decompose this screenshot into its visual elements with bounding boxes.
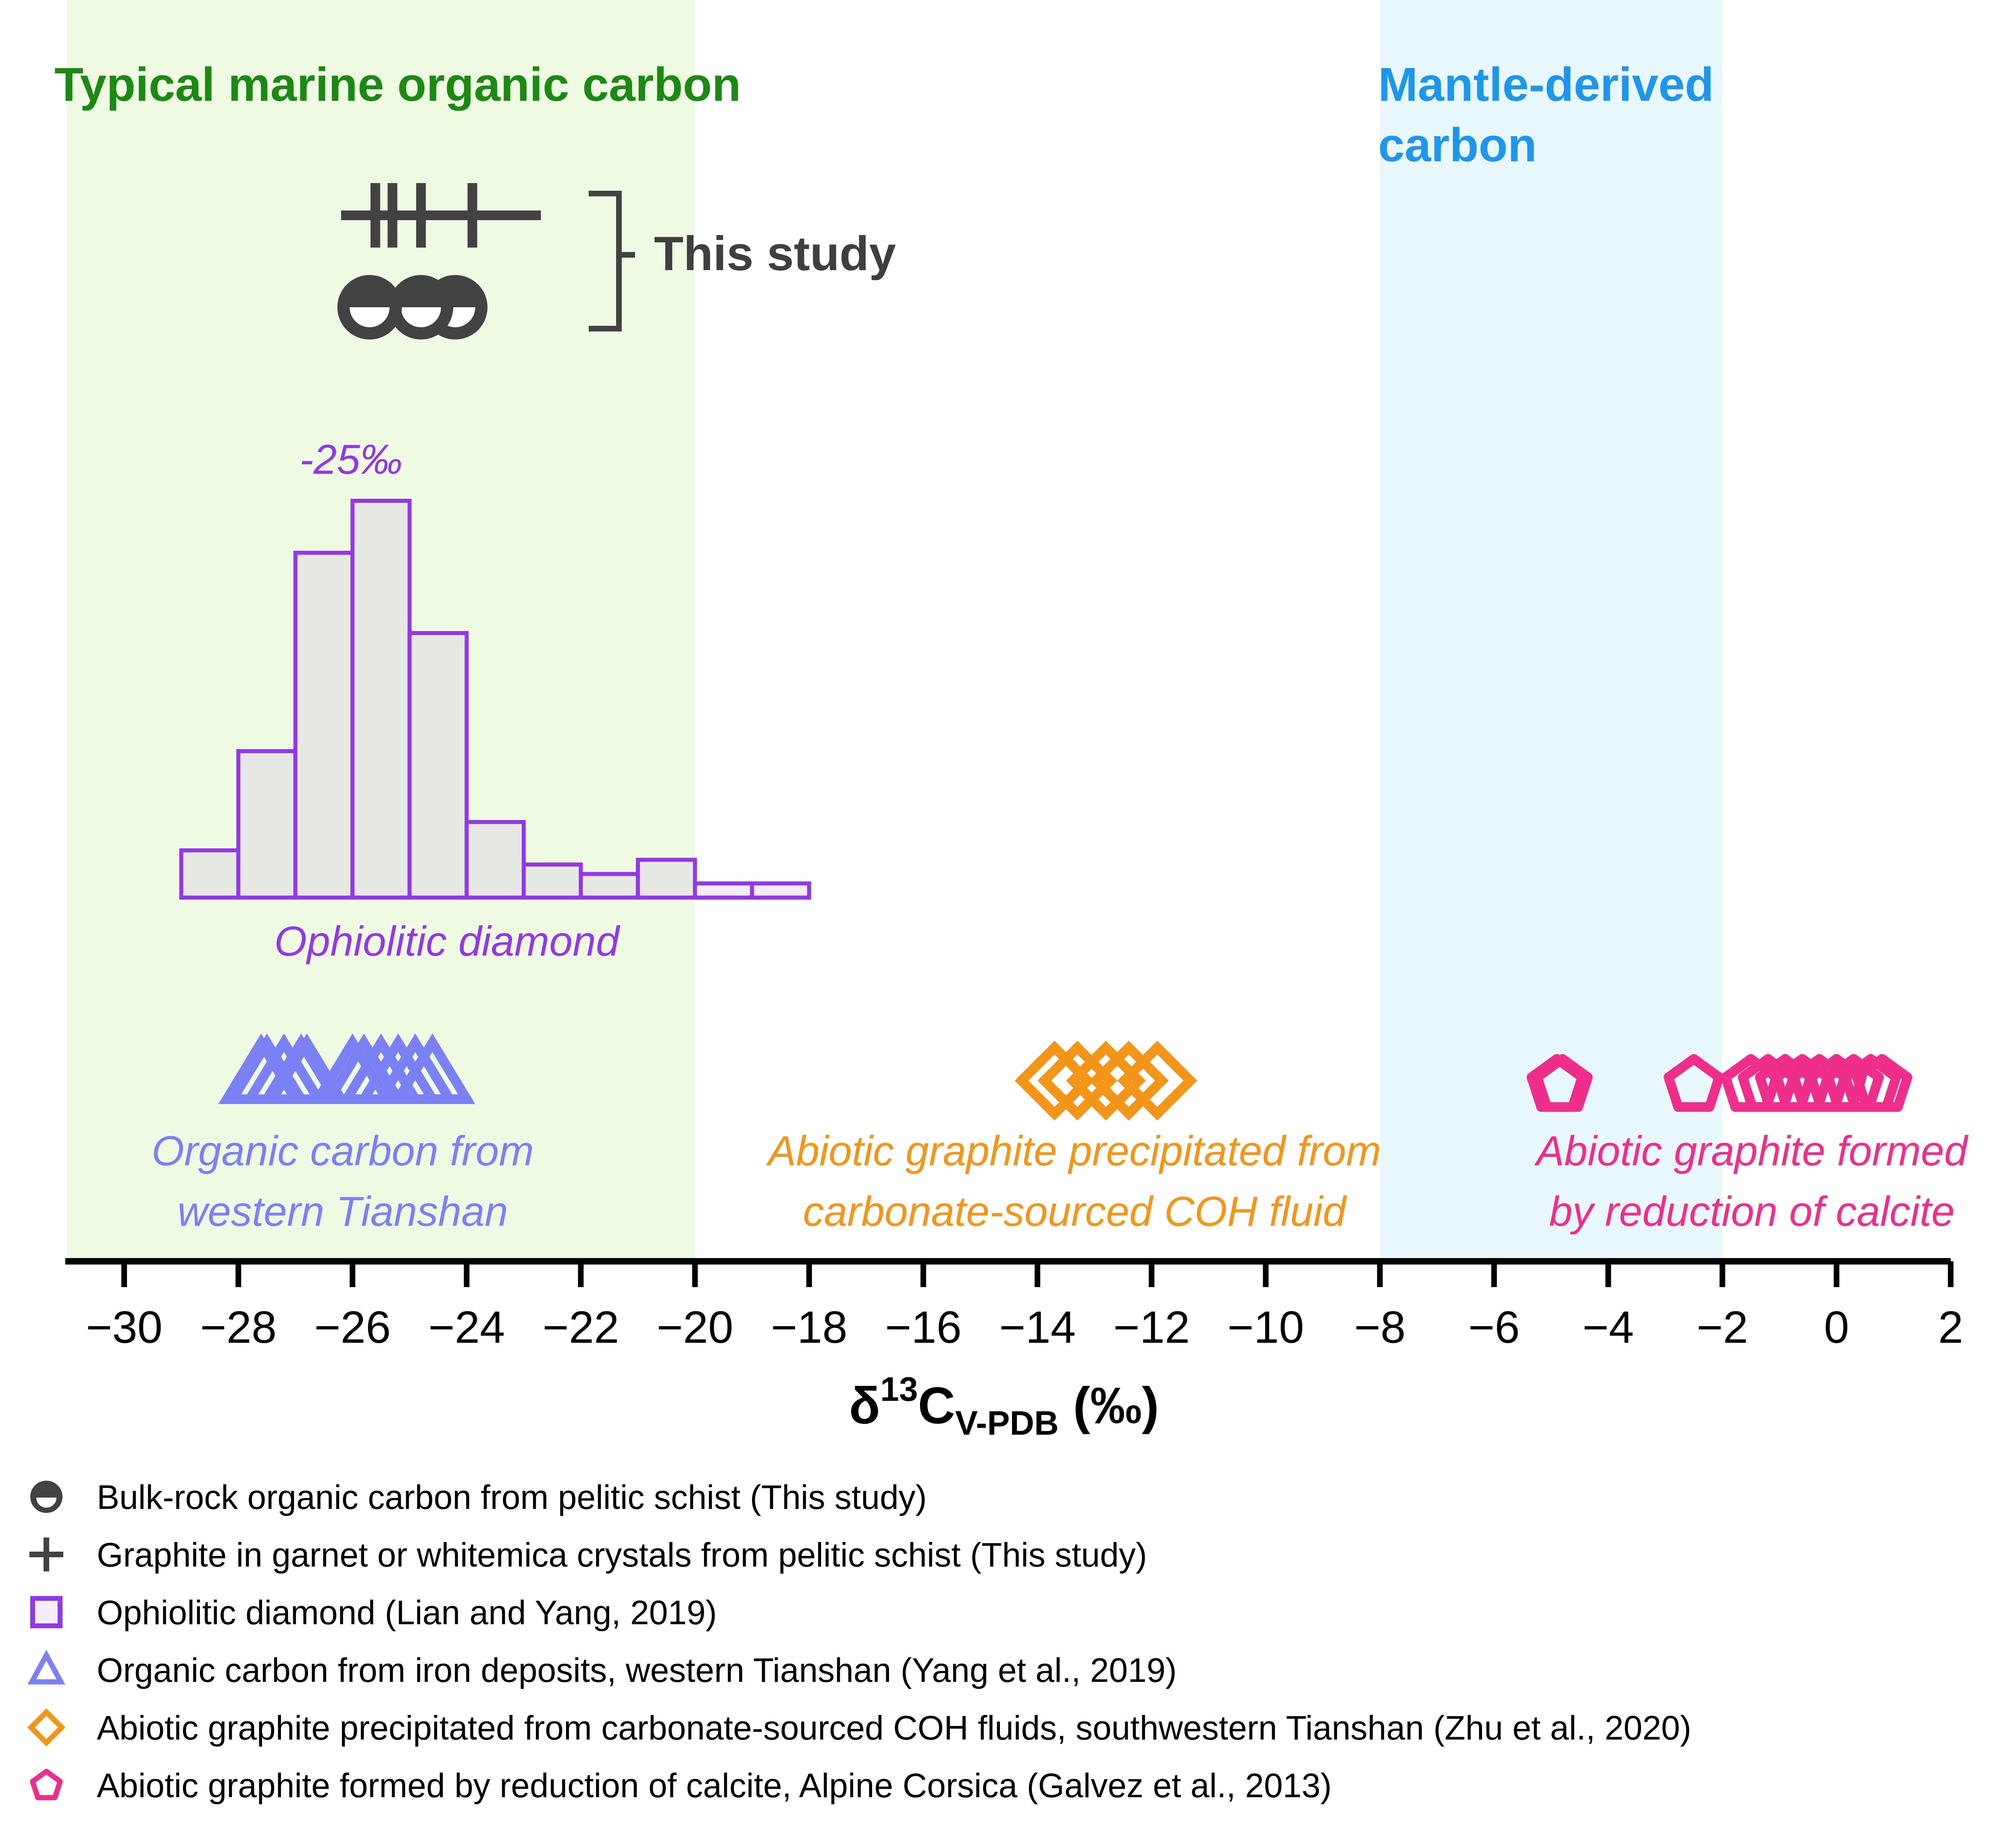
- triangle-point: [309, 1033, 396, 1104]
- diamond-point: [1117, 1041, 1198, 1121]
- x-axis-tick-label: −4: [1583, 1302, 1634, 1352]
- legend-label: Ophiolitic diamond (Lian and Yang, 2019): [97, 1594, 717, 1631]
- background-regions: [67, 0, 1722, 1261]
- x-axis-tick-label: −16: [885, 1302, 962, 1352]
- histogram-bar: [236, 749, 298, 900]
- histogram-bar: [579, 872, 640, 900]
- x-axis-tick-label: −28: [200, 1302, 277, 1352]
- marine-organic-title: Typical marine organic carbon: [54, 58, 741, 111]
- triangle-point: [389, 1033, 475, 1104]
- western-tianshan-label-line2: western Tianshan: [177, 1188, 508, 1235]
- x-axis-tick-labels: −30 −28 −26 −24 −22 −20 −18 −16 −14 −12 −10 −8 −6 −4−…: [86, 1302, 1963, 1352]
- histogram-peak-label: -25‰: [300, 436, 402, 483]
- histogram-bar: [179, 848, 241, 900]
- coh-fluid-label-line2: carbonate-sourced COH fluid: [803, 1188, 1347, 1235]
- this-study-bracket: [589, 191, 635, 331]
- legend-half-circle-icon: [30, 1481, 62, 1513]
- x-axis: −30 −28 −26 −24 −22 −20 −18 −16 −14 −12 −10 −8 −6 −4−…: [65, 1258, 1963, 1442]
- x-axis-title-c: C: [918, 1377, 955, 1435]
- legend-cross-icon: [29, 1538, 63, 1571]
- x-axis-tick-label: −24: [428, 1302, 505, 1352]
- diamond-point: [1066, 1041, 1146, 1121]
- histogram-bar: [693, 881, 754, 900]
- mantle-derived-title-line2: carbon: [1378, 119, 1537, 172]
- diamond-point: [1089, 1041, 1169, 1121]
- bulk-rock-circle-point: [389, 275, 454, 340]
- pentagon-point: [1852, 1054, 1912, 1112]
- legend: Bulk-rock organic carbon from pelitic sc…: [27, 1478, 1691, 1804]
- diamond-point: [1037, 1041, 1118, 1121]
- pentagon-point: [1664, 1054, 1724, 1112]
- legend-square-icon: [30, 1596, 62, 1628]
- ophiolitic-diamond-histogram: [179, 499, 811, 900]
- histogram-bar: [350, 499, 412, 900]
- x-axis-tick-label: −8: [1354, 1302, 1406, 1352]
- legend-item: Abiotic graphite precipitated from carbo…: [27, 1708, 1691, 1747]
- histogram-bar: [407, 631, 469, 900]
- legend-item: Abiotic graphite formed by reduction of …: [30, 1767, 1332, 1804]
- x-axis-ticks: [121, 1261, 1954, 1287]
- legend-item: Organic carbon from iron deposits, weste…: [27, 1650, 1177, 1689]
- x-axis-tick-label: −2: [1697, 1302, 1748, 1352]
- x-axis-tick-label: −26: [314, 1302, 391, 1352]
- x-axis-title: δ13CV-PDB (‰): [849, 1370, 1159, 1442]
- diamond-point: [1014, 1041, 1095, 1121]
- x-axis-tick-label: −30: [86, 1302, 162, 1352]
- bulk-rock-circle-inner: [350, 307, 390, 327]
- legend-item: Bulk-rock organic carbon from pelitic sc…: [30, 1478, 927, 1516]
- triangle-point: [258, 1033, 344, 1104]
- legend-diamond-icon: [27, 1708, 66, 1747]
- legend-label: Abiotic graphite formed by reduction of …: [97, 1767, 1332, 1804]
- bulk-rock-circles: [337, 275, 488, 340]
- x-axis-title-subscript: V-PDB: [955, 1404, 1059, 1442]
- legend-pentagon-icon: [30, 1769, 63, 1800]
- histogram-bar: [750, 881, 811, 900]
- x-axis-title-unit: (‰): [1059, 1377, 1159, 1435]
- x-axis-tick-label: −12: [1113, 1302, 1190, 1352]
- x-axis-tick-label: 0: [1824, 1302, 1849, 1352]
- x-axis-tick-label: −22: [543, 1302, 619, 1352]
- calcite-reduction-label-line1: Abiotic graphite formed: [1534, 1128, 1969, 1175]
- histogram-bar: [636, 858, 697, 900]
- western-tianshan-triangles: [218, 1033, 475, 1104]
- bulk-rock-circle-point: [337, 275, 402, 340]
- ophiolitic-diamond-label: Ophiolitic diamond: [274, 918, 621, 965]
- pentagon-point: [1532, 1054, 1593, 1112]
- calcite-reduction-label-line2: by reduction of calcite: [1549, 1188, 1955, 1235]
- x-axis-tick-label: −14: [999, 1302, 1076, 1352]
- x-axis-title-superscript: 13: [880, 1370, 918, 1408]
- coh-fluid-diamonds: [1014, 1041, 1198, 1121]
- x-axis-tick-label: −20: [657, 1302, 733, 1352]
- histogram-bar: [293, 550, 355, 900]
- mantle-derived-title-line1: Mantle-derived: [1378, 58, 1714, 111]
- legend-label: Bulk-rock organic carbon from pelitic sc…: [97, 1478, 927, 1516]
- legend-item: Graphite in garnet or whitemica crystals…: [29, 1536, 1147, 1574]
- legend-half-circle-inner: [36, 1498, 56, 1508]
- legend-item: Ophiolitic diamond (Lian and Yang, 2019): [30, 1594, 717, 1631]
- this-study-label: This study: [654, 227, 896, 281]
- graphite-crosses: [370, 183, 477, 248]
- x-axis-tick-label: −6: [1468, 1302, 1520, 1352]
- this-study-group: This study: [337, 183, 896, 340]
- x-axis-tick-label: −10: [1227, 1302, 1304, 1352]
- legend-label: Organic carbon from iron deposits, weste…: [97, 1651, 1177, 1689]
- bulk-rock-circle-inner: [401, 307, 441, 327]
- histogram-bar: [464, 820, 526, 900]
- legend-label: Graphite in garnet or whitemica crystals…: [97, 1536, 1147, 1574]
- legend-label: Abiotic graphite precipitated from carbo…: [97, 1709, 1691, 1747]
- x-axis-tick-label: −18: [771, 1302, 848, 1352]
- x-axis-title-delta: δ: [849, 1377, 880, 1435]
- coh-fluid-label-line1: Abiotic graphite precipitated from: [766, 1128, 1381, 1175]
- triangle-point: [218, 1033, 304, 1104]
- x-axis-tick-label: 2: [1938, 1302, 1963, 1352]
- calcite-reduction-pentagons: [1527, 1054, 1912, 1112]
- histogram-bar: [521, 863, 583, 900]
- western-tianshan-label-line1: Organic carbon from: [152, 1128, 534, 1175]
- mantle-derived-region: [1380, 0, 1722, 1261]
- legend-triangle-icon: [27, 1650, 65, 1685]
